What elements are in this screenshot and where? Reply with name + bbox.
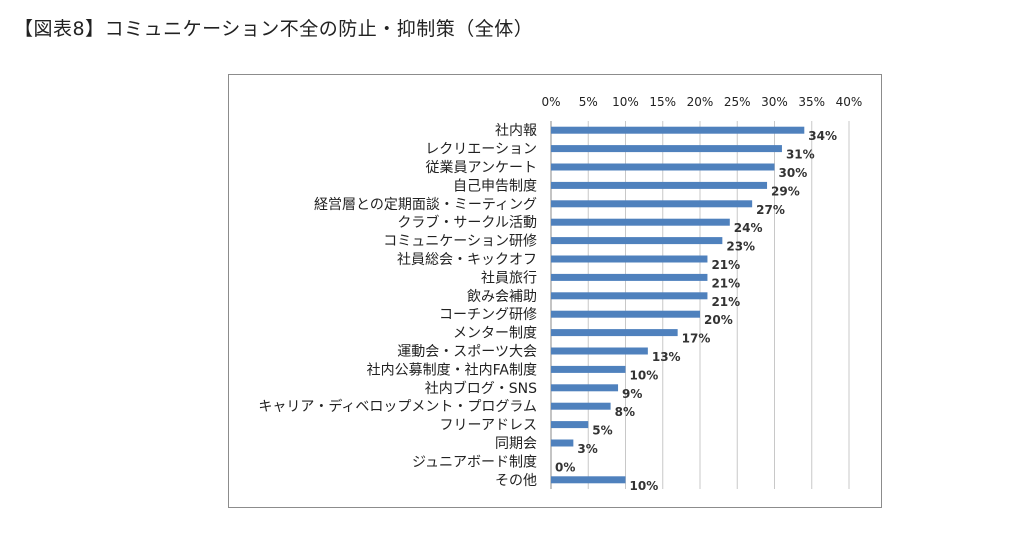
category-label: 社内報 [495, 123, 537, 139]
category-label: ジュニアボード制度 [412, 454, 537, 470]
category-label: 飲み会補助 [467, 289, 537, 305]
category-label: コミュニケーション研修 [383, 234, 537, 250]
category-label: 社内ブログ・SNS [425, 380, 537, 397]
bar [551, 365, 626, 373]
x-tick-label: 5% [579, 95, 598, 109]
category-label: 自己申告制度 [453, 178, 537, 194]
data-label: 29% [771, 184, 800, 198]
bar [551, 218, 730, 226]
data-label: 31% [786, 148, 815, 162]
x-tick-label: 40% [836, 95, 863, 109]
bar [551, 200, 753, 208]
data-label: 24% [734, 221, 763, 235]
data-label: 13% [652, 350, 681, 364]
data-label: 9% [622, 387, 642, 401]
bar [551, 347, 648, 355]
data-label: 21% [711, 258, 740, 272]
data-label: 0% [555, 460, 575, 474]
data-label: 10% [630, 368, 659, 382]
data-label: 17% [682, 332, 711, 346]
bar [551, 292, 708, 300]
bar [551, 255, 708, 263]
category-label: キャリア・ディベロップメント・プログラム [258, 398, 537, 415]
category-label: メンター制度 [453, 326, 537, 342]
x-tick-label: 15% [649, 95, 676, 109]
bar [551, 384, 619, 392]
data-label: 30% [779, 166, 808, 180]
x-tick-label: 20% [687, 95, 714, 109]
data-label: 34% [808, 129, 837, 143]
category-label: 経営層との定期面談・ミーティング [314, 197, 537, 213]
category-label: 社内公募制度・社内FA制度 [367, 362, 537, 378]
data-label: 8% [615, 405, 635, 419]
bar [551, 329, 678, 337]
category-label: 社員旅行 [481, 270, 537, 286]
data-label: 5% [592, 424, 612, 438]
bar [551, 476, 626, 484]
page-title: 【図表8】コミュニケーション不全の防止・抑制策（全体） [14, 18, 534, 40]
category-label: レクリエーション [425, 142, 537, 158]
bar [551, 145, 782, 153]
data-label: 10% [630, 479, 659, 493]
data-label: 3% [577, 442, 597, 456]
x-tick-label: 35% [798, 95, 825, 109]
bar [551, 439, 574, 447]
category-label: 社員総会・キックオフ [397, 252, 537, 268]
x-tick-label: 30% [761, 95, 788, 109]
x-tick-label: 25% [724, 95, 751, 109]
bar [551, 237, 723, 245]
bar [551, 273, 708, 281]
bar [551, 126, 805, 134]
bar [551, 163, 775, 171]
category-label: 運動会・スポーツ大会 [397, 344, 537, 360]
category-label: その他 [495, 473, 537, 489]
x-tick-label: 0% [541, 95, 560, 109]
data-label: 20% [704, 313, 733, 327]
category-label: コーチング研修 [439, 307, 537, 323]
data-label: 23% [726, 240, 755, 254]
bar [551, 402, 611, 410]
category-label: 従業員アンケート [426, 160, 537, 176]
x-tick-label: 10% [612, 95, 639, 109]
category-label: クラブ・サークル活動 [397, 214, 537, 231]
category-label: フリーアドレス [440, 418, 537, 434]
bar [551, 181, 768, 189]
data-label: 21% [711, 276, 740, 290]
bar [551, 421, 589, 429]
category-label: 同期会 [495, 436, 537, 452]
bar-chart: 0% 5% 10% 15% 20% 25% 30% 35% 40% 社内報 34% レクリエーション 3… [258, 95, 863, 493]
bar [551, 310, 700, 318]
data-label: 27% [756, 203, 785, 217]
chart-frame: 0% 5% 10% 15% 20% 25% 30% 35% 40% 社内報 34% レクリエーション 3… [228, 74, 882, 508]
data-label: 21% [711, 295, 740, 309]
